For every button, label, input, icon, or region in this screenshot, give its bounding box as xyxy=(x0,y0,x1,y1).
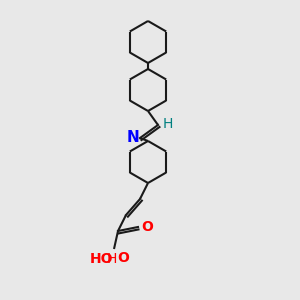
Text: H: H xyxy=(163,117,173,131)
Text: O: O xyxy=(117,251,129,265)
Text: H: H xyxy=(107,252,117,266)
Text: N: N xyxy=(126,130,139,145)
Text: HO: HO xyxy=(89,252,113,266)
Text: O: O xyxy=(141,220,153,234)
